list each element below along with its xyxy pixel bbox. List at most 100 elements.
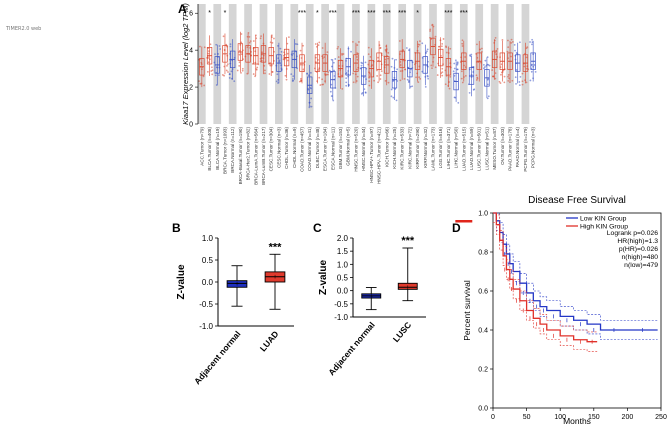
panel-a-point (368, 84, 371, 87)
panel-a-point (518, 84, 521, 87)
panel-a-point (326, 73, 329, 76)
panel-a-point (461, 81, 464, 84)
panel-a-point (519, 41, 521, 44)
panel-a-point (334, 58, 337, 60)
panel-a-point (230, 70, 233, 73)
panel-a-point (379, 78, 382, 80)
panel-a-point (521, 80, 524, 83)
panel-a-point (438, 45, 440, 48)
panel-a-tick-label: PAAD.Normal (n=4) (515, 127, 520, 168)
panel-a-point (503, 81, 506, 84)
panel-a-point (507, 75, 509, 78)
panel-a-tick-label: LUAD.Tumor (n=515) (461, 127, 466, 171)
panel-a-point (392, 80, 395, 82)
panel-a-point (371, 64, 374, 67)
panel-a-point (479, 48, 482, 51)
panel-a-point (333, 69, 335, 72)
panel-a-ytick-label: 2 (189, 85, 193, 92)
panel-a-point (271, 41, 274, 44)
panel-a-point (418, 76, 421, 79)
panel-a-point (317, 69, 320, 71)
panel-a-tick-label: KIRC.Normal (n=72) (407, 127, 412, 169)
panel-a-point (498, 80, 501, 83)
panel-a-point (377, 56, 379, 59)
panel-a-point (533, 64, 536, 66)
panel-c-ylabel: Z-value (318, 260, 329, 295)
panel-a-point (336, 47, 339, 50)
panel-a-point (291, 78, 294, 80)
panel-c-significance: *** (401, 235, 415, 247)
panel-a-point (355, 80, 358, 82)
panel-a-tick-label: LUSC.Tumor (n=501) (477, 127, 482, 171)
panel-a-point (218, 45, 221, 47)
panel-a-tick-label: HNSC.Normal (n=44) (361, 127, 366, 171)
panel-a-significance: *** (444, 10, 452, 17)
panel-a-point (431, 67, 433, 70)
panel-a-point (300, 77, 302, 80)
panel-a-point (241, 67, 244, 70)
panel-a-point (269, 64, 272, 67)
panel-a-point (406, 78, 409, 81)
panel-a-point (473, 88, 476, 91)
panel-d-xtick-label: 50 (523, 414, 531, 421)
panel-a-point (227, 71, 229, 73)
panel-a-point (292, 75, 295, 78)
panel-a-point (486, 78, 489, 81)
panel-a-point (277, 44, 279, 47)
panel-c-ytick-label: -1.0 (334, 313, 348, 322)
panel-d-xtick-label: 250 (655, 414, 667, 421)
panel-a-point (299, 49, 302, 52)
panel-a-tick-label: BRCA.Normal (n=112) (230, 127, 235, 173)
panel-a-point (514, 49, 516, 52)
panel-d-ci-upper (493, 212, 598, 333)
panel-d-ylabel: Percent survival (462, 280, 472, 341)
panel-d-xtick-label: 100 (554, 414, 566, 421)
panel-b-ytick-label: -1.0 (199, 322, 213, 331)
panel-b-ytick-label: 0.0 (202, 278, 214, 287)
panel-a-point (484, 59, 487, 62)
panel-a-point (229, 43, 232, 46)
panel-a-significance: *** (352, 10, 360, 17)
panel-a-point (209, 43, 212, 46)
panel-a-point (376, 75, 379, 77)
panel-a-point (230, 77, 233, 80)
panel-a-point (276, 73, 279, 76)
panel-a-point (330, 65, 333, 68)
panel-c-ytick-label: 0.5 (337, 274, 349, 283)
panel-a-point (452, 70, 455, 73)
panel-a-point (330, 95, 333, 97)
panel-a-point (491, 69, 494, 71)
panel-a-point (534, 71, 537, 73)
panel-a-point (507, 74, 510, 76)
panel-a-tick-label: COAD.Tumor (n=457) (300, 127, 305, 172)
panel-d-xtick-label: 150 (588, 414, 600, 421)
panel-a-point (436, 74, 439, 76)
panel-a-tick-label: MESO.Tumor (n=87) (492, 127, 497, 170)
panel-a-point (449, 47, 452, 50)
panel-a-point (499, 82, 502, 84)
panel-a-point (294, 43, 297, 45)
panel-a-point (448, 87, 451, 90)
panel-a-point (429, 30, 431, 32)
panel-a-point (444, 83, 447, 86)
panel-a-point (460, 77, 463, 80)
panel-a-point (405, 47, 408, 49)
panel-a-point (198, 80, 200, 83)
panel-a-point (214, 53, 216, 56)
panel-a-point (356, 44, 359, 46)
panel-a-point (464, 56, 466, 58)
panel-a-tick-label: OV.Tumor (n=303) (500, 127, 505, 165)
panel-d-ytick-label: 0.4 (478, 328, 488, 335)
panel-a-significance: *** (329, 10, 337, 17)
panel-a-point (511, 41, 514, 43)
panel-a-point (427, 77, 430, 80)
panel-a-point (390, 65, 393, 68)
panel-a-point (310, 71, 312, 74)
panel-b-ytick-label: 0.5 (202, 256, 214, 265)
panel-a-ytick-label: 0 (189, 122, 193, 129)
panel-a-point (392, 96, 395, 99)
panel-a-point (515, 69, 518, 71)
panel-a-point (316, 80, 318, 83)
panel-d-stat: HR(high)=1.3 (617, 238, 658, 245)
panel-a-point (210, 70, 213, 72)
